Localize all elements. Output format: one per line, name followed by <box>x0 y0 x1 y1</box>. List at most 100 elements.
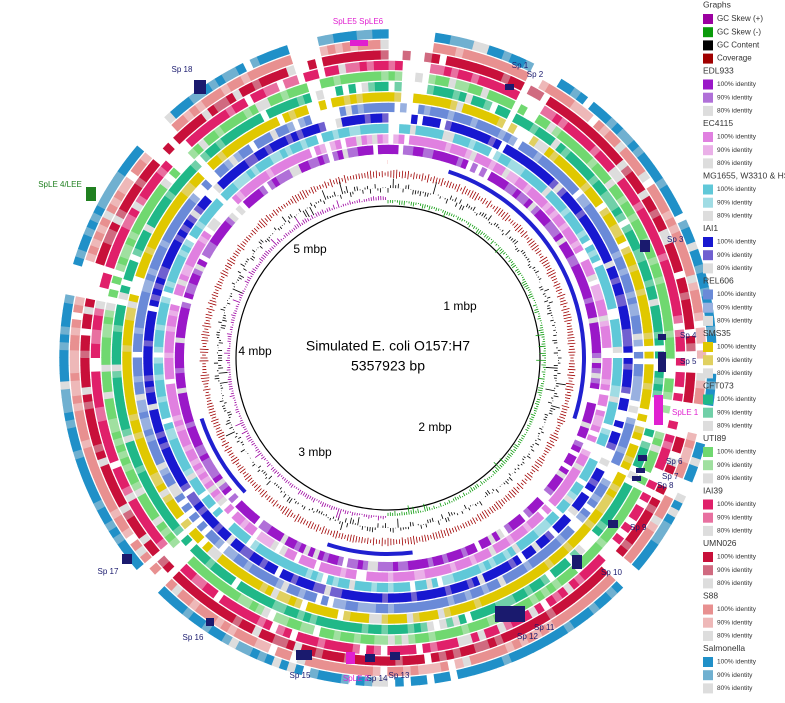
coverage-tick <box>206 397 211 399</box>
identity-segment <box>551 603 563 616</box>
identity-segment <box>326 574 335 586</box>
coverage-tick <box>520 231 528 238</box>
gc-tick <box>556 382 566 386</box>
identity-segment <box>557 599 569 612</box>
gc-tick <box>551 397 554 399</box>
coverage-tick <box>245 236 251 241</box>
coverage-tick <box>524 234 528 239</box>
identity-segment <box>145 385 155 394</box>
identity-segment <box>612 368 622 376</box>
identity-segment <box>673 467 686 479</box>
identity-segment <box>441 575 450 586</box>
identity-segment <box>688 281 699 292</box>
identity-segment <box>628 195 641 207</box>
identity-segment <box>303 115 313 126</box>
identity-segment <box>113 383 123 392</box>
identity-segment <box>381 81 389 92</box>
identity-segment <box>189 176 201 188</box>
identity-segment <box>241 572 253 584</box>
identity-segment <box>612 189 625 201</box>
identity-segment <box>626 492 639 504</box>
identity-segment <box>620 386 631 394</box>
identity-segment <box>182 263 194 273</box>
identity-segment <box>188 429 200 439</box>
identity-segment <box>341 663 351 674</box>
identity-segment <box>493 656 505 669</box>
identity-segment <box>178 127 191 140</box>
gc-tick <box>222 317 226 319</box>
gc-tick <box>452 199 454 201</box>
identity-segment <box>230 114 243 126</box>
legend-label: 90% identity <box>717 199 753 206</box>
identity-segment <box>63 294 75 305</box>
identity-segment <box>193 172 205 184</box>
identity-segment <box>406 623 415 634</box>
identity-segment <box>207 117 220 130</box>
identity-segment <box>381 603 388 614</box>
identity-segment <box>367 71 376 82</box>
identity-segment <box>594 106 607 120</box>
identity-segment <box>482 145 493 157</box>
identity-segment <box>418 611 427 622</box>
gc-tick <box>549 410 553 412</box>
identity-segment <box>509 88 521 101</box>
identity-segment <box>407 634 416 644</box>
gc-tick <box>308 508 311 511</box>
gc-tick <box>535 270 539 274</box>
identity-segment <box>671 307 683 317</box>
skew-tick <box>270 238 278 246</box>
identity-segment <box>199 150 212 163</box>
identity-segment <box>344 642 354 654</box>
identity-segment <box>552 198 564 210</box>
identity-segment <box>694 264 706 275</box>
identity-segment <box>478 661 490 674</box>
coverage-tick <box>305 521 309 526</box>
skew-tick <box>304 493 308 498</box>
identity-segment <box>596 244 608 255</box>
identity-segment <box>586 273 598 283</box>
identity-segment <box>566 452 577 462</box>
skew-tick <box>293 227 296 231</box>
legend-swatch <box>703 53 713 64</box>
identity-segment <box>156 503 169 515</box>
region-label: Sp 10 <box>601 568 622 577</box>
identity-segment <box>414 633 423 644</box>
identity-segment <box>455 548 464 560</box>
skew-tick <box>510 449 515 454</box>
coverage-tick <box>467 189 471 196</box>
identity-segment <box>612 228 624 240</box>
identity-segment <box>60 325 71 335</box>
identity-segment <box>236 529 248 541</box>
identity-segment <box>423 568 431 579</box>
gc-tick <box>235 432 238 435</box>
skew-tick <box>234 310 238 312</box>
gc-tick <box>356 186 359 191</box>
identity-segment <box>236 110 248 123</box>
region-label: Sp 8 <box>657 481 674 490</box>
skew-tick <box>419 203 422 206</box>
identity-segment <box>154 340 164 348</box>
skew-tick <box>461 495 464 498</box>
identity-segment <box>426 557 435 568</box>
identity-segment <box>576 148 589 160</box>
skew-tick <box>513 445 518 450</box>
identity-segment <box>207 158 219 171</box>
identity-segment <box>201 121 214 134</box>
gc-tick <box>226 411 231 414</box>
identity-segment <box>324 33 335 45</box>
identity-segment <box>478 155 488 166</box>
identity-segment <box>532 553 543 565</box>
identity-segment <box>643 279 655 289</box>
identity-segment <box>357 655 367 665</box>
identity-segment <box>178 248 189 259</box>
identity-segment <box>637 515 650 528</box>
identity-segment <box>394 666 404 677</box>
identity-segment <box>218 607 231 620</box>
identity-segment <box>340 621 350 632</box>
identity-segment <box>564 475 576 486</box>
gc-tick <box>522 251 526 255</box>
identity-segment <box>483 157 493 169</box>
identity-segment <box>558 159 570 171</box>
identity-segment <box>165 578 178 592</box>
identity-segment <box>205 529 217 541</box>
